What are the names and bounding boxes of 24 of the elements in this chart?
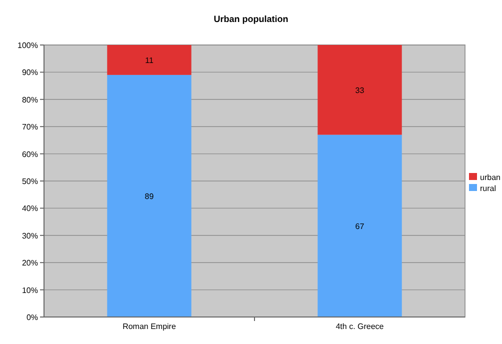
data-label: 11 [145,56,154,65]
legend-label: rural [480,184,496,193]
bar [107,74,192,317]
y-tick-label: 10% [22,286,38,295]
x-tick-label: Roman Empire [122,322,176,331]
x-tick-label: 4th c. Greece [336,322,384,331]
y-tick-label: 20% [22,258,38,268]
y-tick-label: 100% [18,41,38,50]
legend-label: urban [480,173,500,182]
bar [318,134,402,317]
y-tick-label: 60% [22,150,38,159]
y-tick-label: 40% [22,204,38,214]
data-label: 67 [355,222,365,231]
bar [318,45,402,135]
y-tick-label: 70% [22,122,38,132]
y-tick-label: 80% [22,95,38,104]
y-tick-label: 90% [22,68,38,78]
y-tick-label: 50% [22,177,38,186]
y-tick-label: 0% [26,313,38,322]
data-label: 89 [144,192,154,201]
bar [107,45,192,75]
data-label: 33 [355,86,365,95]
y-tick-label: 30% [22,231,38,240]
chart-title: Urban population [214,14,288,24]
